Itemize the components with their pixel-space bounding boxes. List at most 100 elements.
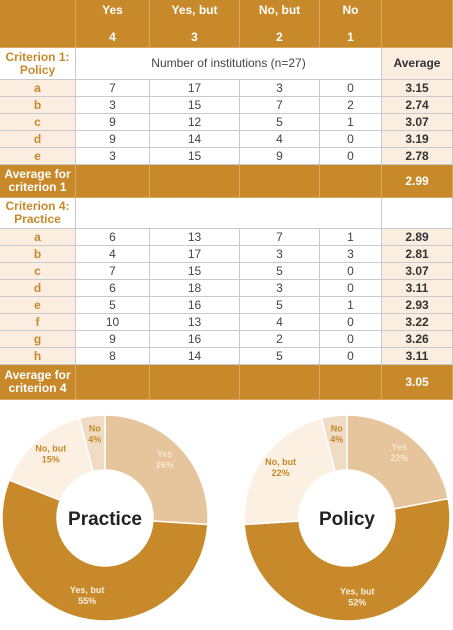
count-cell: 9 xyxy=(76,114,150,131)
cell-text: 5 xyxy=(276,263,283,278)
row-label: a xyxy=(0,229,76,246)
count-cell: 5 xyxy=(240,114,320,131)
cell-text: 3 xyxy=(276,246,283,261)
segment-label: Yes xyxy=(157,449,173,459)
average-cell: 2.93 xyxy=(382,297,453,314)
average-cell: 2.81 xyxy=(382,246,453,263)
count-cell: 1 xyxy=(320,297,382,314)
row-label: b xyxy=(0,97,76,114)
count-cell: 3 xyxy=(240,80,320,97)
summary-label: Average for criterion 1 xyxy=(0,165,76,198)
blank-cell xyxy=(76,198,382,229)
segment-value: 26% xyxy=(156,460,174,470)
cell-text: 8 xyxy=(109,348,116,363)
cell-text: 2.99 xyxy=(405,173,429,188)
cell-text: 0 xyxy=(347,331,354,346)
column-header: Yes 4 xyxy=(76,0,150,48)
cell-text: 4 xyxy=(109,29,116,44)
summary-value: 3.05 xyxy=(382,365,453,400)
cell-text: 9 xyxy=(276,148,283,163)
cell-text: 3 xyxy=(276,280,283,295)
average-cell: 3.07 xyxy=(382,263,453,280)
donut-segment xyxy=(346,414,450,510)
cell-text: d xyxy=(33,280,42,295)
section-title: Criterion 4: Practice xyxy=(0,198,76,229)
section-title: Criterion 1: Policy xyxy=(0,48,76,80)
segment-label: No xyxy=(89,424,101,434)
count-cell: 3 xyxy=(76,148,150,165)
row-label: d xyxy=(0,131,76,148)
count-cell: 0 xyxy=(320,131,382,148)
count-cell: 13 xyxy=(150,229,240,246)
cell-text: 15 xyxy=(187,97,202,112)
count-cell: 7 xyxy=(240,97,320,114)
cell-text: 15 xyxy=(187,148,202,163)
cell-text: g xyxy=(33,331,42,346)
count-cell: 18 xyxy=(150,280,240,297)
cell-text: 14 xyxy=(187,348,202,363)
cell-text: 3.22 xyxy=(405,314,429,329)
cell-text: e xyxy=(34,297,41,312)
average-header: Average xyxy=(382,48,453,80)
cell-text: Criterion 4: Practice xyxy=(5,199,70,226)
row-label: c xyxy=(0,263,76,280)
count-cell: 3 xyxy=(240,246,320,263)
cell-text: 1 xyxy=(347,297,354,312)
summary-label: Average for criterion 4 xyxy=(0,365,76,400)
average-cell: 2.74 xyxy=(382,97,453,114)
count-cell: 13 xyxy=(150,314,240,331)
cell-text: 5 xyxy=(276,348,283,363)
count-cell: 5 xyxy=(240,263,320,280)
cell-text: h xyxy=(33,348,42,363)
cell-text: No xyxy=(342,2,359,17)
cell-text: 17 xyxy=(187,246,202,261)
count-cell: 17 xyxy=(150,80,240,97)
cell-text: d xyxy=(33,131,42,146)
blank-cell xyxy=(382,198,453,229)
count-cell: 2 xyxy=(320,97,382,114)
cell-text: e xyxy=(34,148,41,163)
column-header: Yes, but 3 xyxy=(150,0,240,48)
count-cell: 16 xyxy=(150,331,240,348)
count-cell: 5 xyxy=(240,297,320,314)
cell-text: 14 xyxy=(187,131,202,146)
cell-text: 3.11 xyxy=(405,348,429,363)
segment-label: No, but xyxy=(265,457,296,467)
cell-text: 9 xyxy=(109,331,116,346)
count-cell: 15 xyxy=(150,148,240,165)
blank-cell xyxy=(320,165,382,198)
cell-text: 2.74 xyxy=(405,97,429,112)
row-label: a xyxy=(0,80,76,97)
cell-text: 3.07 xyxy=(405,114,429,129)
segment-value: 22% xyxy=(390,453,408,463)
segment-value: 22% xyxy=(272,468,290,478)
cell-text: No, but xyxy=(258,2,301,17)
average-cell: 3.07 xyxy=(382,114,453,131)
cell-text: Average for criterion 1 xyxy=(4,167,71,194)
cell-text: 10 xyxy=(105,314,120,329)
cell-text: 6 xyxy=(109,280,116,295)
cell-text: 3 xyxy=(276,80,283,95)
cell-text: a xyxy=(34,80,41,95)
cell-text: 3.05 xyxy=(405,374,429,389)
count-cell: 5 xyxy=(240,348,320,365)
row-label: h xyxy=(0,348,76,365)
cell-text: a xyxy=(34,229,41,244)
cell-text: Average xyxy=(393,56,441,70)
donut-segment xyxy=(243,497,451,622)
segment-value: 15% xyxy=(42,454,60,464)
cell-text: 3.11 xyxy=(405,280,429,295)
count-cell: 3 xyxy=(320,246,382,263)
average-cell: 3.11 xyxy=(382,280,453,297)
cell-text: 5 xyxy=(276,297,283,312)
count-cell: 1 xyxy=(320,229,382,246)
donut-segment xyxy=(104,414,209,526)
cell-text: Number of institutions (n=27) xyxy=(151,56,306,70)
segment-value: 52% xyxy=(348,597,366,607)
row-label: e xyxy=(0,148,76,165)
cell-text: 0 xyxy=(347,263,354,278)
cell-text: 4 xyxy=(276,131,283,146)
count-cell: 0 xyxy=(320,348,382,365)
corner-cell xyxy=(0,0,76,48)
segment-value: 4% xyxy=(88,435,101,445)
